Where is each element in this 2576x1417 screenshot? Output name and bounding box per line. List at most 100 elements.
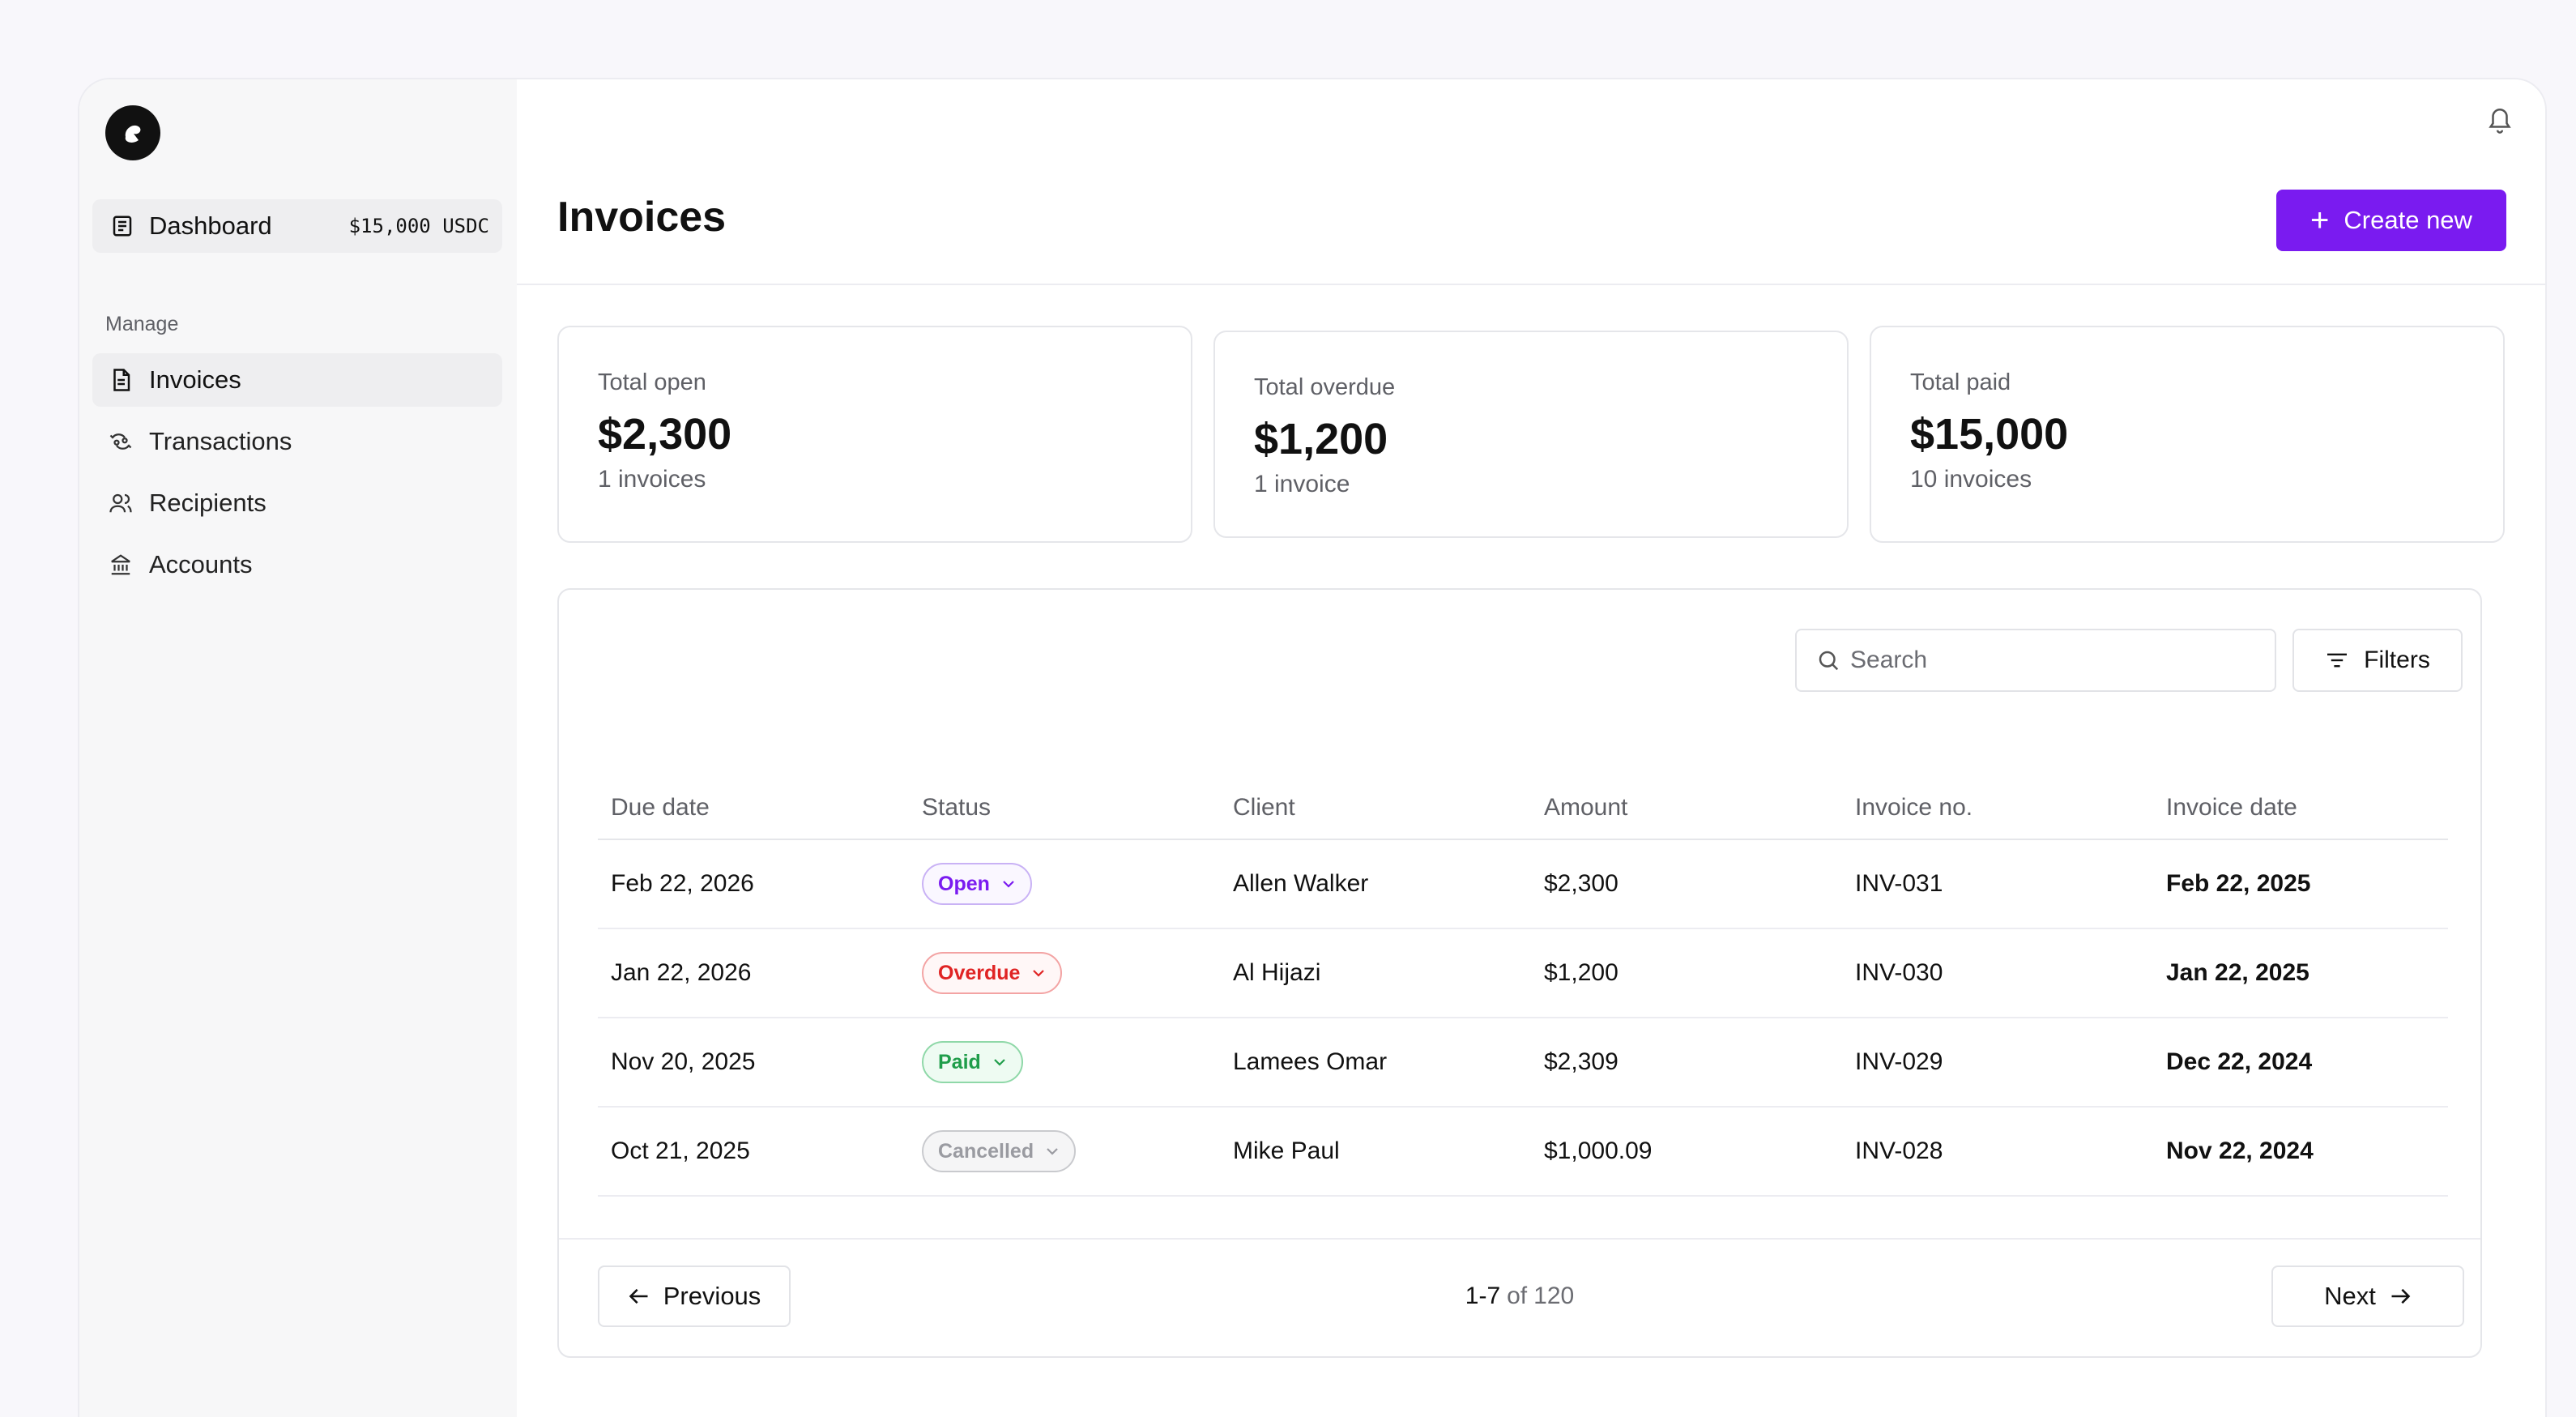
invoice-date-cell: Nov 22, 2024 [2153, 1107, 2448, 1197]
sidebar-item-label: Invoices [149, 365, 241, 394]
sidebar: Dashboard $15,000 USDC Manage Invoices T… [79, 79, 517, 1417]
status-label: Paid [938, 1050, 981, 1073]
invoice-no-cell: INV-028 [1842, 1107, 2153, 1197]
pagination-range: 1-7 [1465, 1283, 1501, 1309]
column-header-amount[interactable]: Amount [1531, 776, 1842, 840]
filters-label: Filters [2364, 647, 2430, 673]
table-row[interactable]: Feb 22, 2026 Open Allen Walker $2,300 IN… [598, 839, 2448, 929]
pagination-of: of [1507, 1283, 1528, 1309]
status-cell: Cancelled [909, 1107, 1220, 1197]
status-label: Open [938, 872, 990, 895]
summary-label: Total paid [1910, 369, 2011, 395]
sidebar-item-label: Accounts [149, 550, 253, 578]
status-label: Cancelled [938, 1139, 1034, 1163]
client-cell: Allen Walker [1220, 839, 1531, 929]
sidebar-item-recipients[interactable]: Recipients [92, 476, 502, 530]
section-label-manage: Manage [105, 313, 179, 335]
summary-value: $15,000 [1910, 410, 2069, 459]
due-date-cell: Feb 22, 2026 [598, 839, 909, 929]
page-title: Invoices [557, 194, 727, 241]
search-input[interactable]: Search [1795, 629, 2276, 692]
arrow-left-icon [628, 1287, 650, 1306]
table-header-row: Due date Status Client Amount Invoice no… [598, 776, 2448, 840]
dashboard-label: Dashboard [149, 211, 272, 240]
table-row[interactable]: Nov 20, 2025 Paid Lamees Omar $2,309 INV… [598, 1018, 2448, 1108]
summary-sub: 1 invoices [598, 466, 706, 493]
invoice-no-cell: INV-030 [1842, 928, 2153, 1018]
column-header-due-date[interactable]: Due date [598, 776, 909, 840]
status-label: Overdue [938, 961, 1021, 984]
status-cell: Paid [909, 1018, 1220, 1108]
invoice-date-cell: Jan 22, 2025 [2153, 928, 2448, 1018]
chevron-down-icon [992, 1057, 1007, 1067]
client-cell: Al Hijazi [1220, 928, 1531, 1018]
due-date-cell: Jan 22, 2026 [598, 928, 909, 1018]
amount-cell: $2,300 [1531, 839, 1842, 929]
search-placeholder: Search [1850, 647, 1928, 673]
summary-label: Total overdue [1254, 374, 1396, 400]
invoice-no-cell: INV-029 [1842, 1018, 2153, 1108]
create-new-button[interactable]: + Create new [2276, 190, 2506, 251]
sidebar-item-label: Recipients [149, 489, 267, 517]
status-cell: Overdue [909, 928, 1220, 1018]
amount-cell: $1,000.09 [1531, 1107, 1842, 1197]
filter-icon [2325, 651, 2349, 670]
invoice-date-cell: Dec 22, 2024 [2153, 1018, 2448, 1108]
next-page-button[interactable]: Next [2271, 1265, 2464, 1327]
transactions-icon [107, 428, 134, 455]
sidebar-item-invoices[interactable]: Invoices [92, 353, 502, 407]
due-date-cell: Oct 21, 2025 [598, 1107, 909, 1197]
plus-icon: + [2310, 203, 2330, 238]
summary-card-paid: Total paid $15,000 10 invoices [1870, 326, 2505, 543]
client-cell: Mike Paul [1220, 1107, 1531, 1197]
bell-icon[interactable] [2484, 102, 2516, 138]
sidebar-item-transactions[interactable]: Transactions [92, 415, 502, 468]
sidebar-item-accounts[interactable]: Accounts [92, 538, 502, 591]
amount-cell: $1,200 [1531, 928, 1842, 1018]
filters-button[interactable]: Filters [2292, 629, 2463, 692]
dashboard-icon [109, 212, 136, 240]
table-row[interactable]: Oct 21, 2025 Cancelled Mike Paul $1,000.… [598, 1107, 2448, 1197]
status-badge[interactable]: Paid [922, 1041, 1023, 1083]
summary-value: $2,300 [598, 410, 732, 459]
sidebar-nav: Invoices Transactions Recipients Account… [92, 353, 502, 600]
create-new-label: Create new [2344, 206, 2472, 234]
app-window: Dashboard $15,000 USDC Manage Invoices T… [78, 78, 2547, 1417]
amount-cell: $2,309 [1531, 1018, 1842, 1108]
column-header-invoice-date[interactable]: Invoice date [2153, 776, 2448, 840]
table-row[interactable]: Jan 22, 2026 Overdue Al Hijazi $1,200 IN… [598, 928, 2448, 1018]
status-badge[interactable]: Overdue [922, 952, 1063, 994]
invoice-icon [107, 366, 134, 394]
footer-divider [559, 1238, 2480, 1240]
summary-sub: 10 invoices [1910, 466, 2032, 493]
sidebar-item-label: Transactions [149, 427, 292, 455]
summary-label: Total open [598, 369, 706, 395]
column-header-status[interactable]: Status [909, 776, 1220, 840]
arrow-right-icon [2389, 1287, 2412, 1306]
chevron-down-icon [1045, 1146, 1060, 1156]
status-badge[interactable]: Cancelled [922, 1130, 1077, 1172]
logo-mark-icon [125, 125, 141, 143]
table-body: Feb 22, 2026 Open Allen Walker $2,300 IN… [598, 839, 2448, 1197]
pagination-total: 120 [1533, 1283, 1575, 1309]
dashboard-item[interactable]: Dashboard $15,000 USDC [92, 199, 502, 253]
status-badge[interactable]: Open [922, 863, 1032, 905]
app-logo[interactable] [105, 105, 160, 160]
header-divider [517, 284, 2545, 285]
summary-card-open: Total open $2,300 1 invoices [557, 326, 1192, 543]
next-label: Next [2324, 1282, 2376, 1310]
previous-label: Previous [663, 1282, 761, 1310]
invoices-table-card: Search Filters Due date Status Client [557, 588, 2482, 1358]
users-icon [107, 489, 134, 517]
previous-page-button[interactable]: Previous [598, 1265, 791, 1327]
status-cell: Open [909, 839, 1220, 929]
pagination-status: 1-7 of 120 [559, 1265, 2480, 1327]
client-cell: Lamees Omar [1220, 1018, 1531, 1108]
invoice-date-cell: Feb 22, 2025 [2153, 839, 2448, 929]
search-icon [1816, 648, 1840, 672]
main-content: Invoices + Create new Total open $2,300 … [517, 79, 2545, 1417]
column-header-client[interactable]: Client [1220, 776, 1531, 840]
bank-icon [107, 551, 134, 578]
column-header-invoice-no[interactable]: Invoice no. [1842, 776, 2153, 840]
summary-value: $1,200 [1254, 415, 1388, 463]
